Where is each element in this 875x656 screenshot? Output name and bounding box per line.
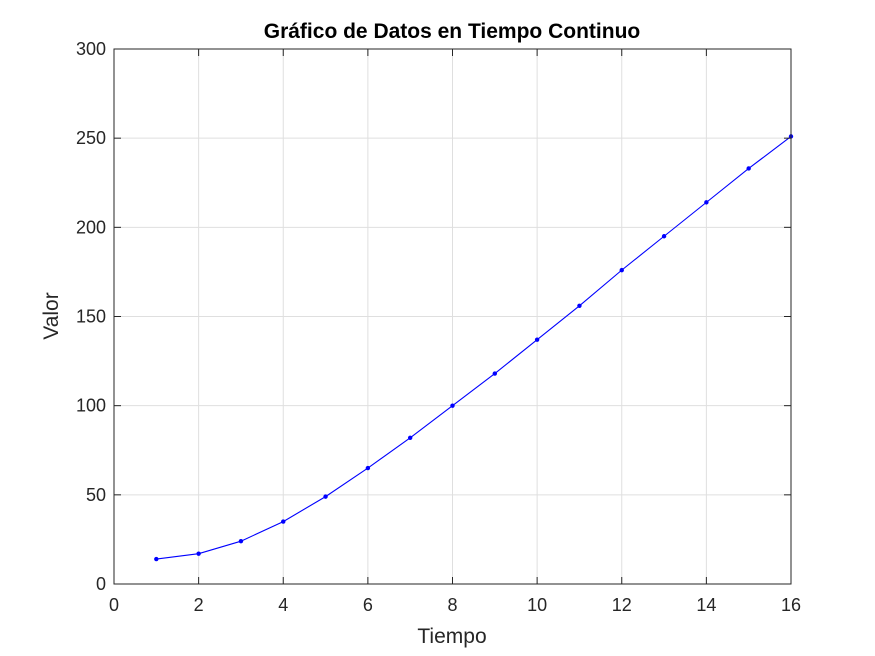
- data-point: [323, 494, 328, 499]
- x-axis: 0 2 4 6 8 10 12 14 16: [109, 49, 801, 615]
- x-tick-label: 0: [109, 595, 119, 615]
- x-tick-label: 16: [781, 595, 801, 615]
- data-point: [746, 166, 751, 171]
- x-tick-label: 4: [278, 595, 288, 615]
- x-tick-label: 8: [447, 595, 457, 615]
- data-point: [619, 267, 624, 273]
- data-point: [577, 303, 582, 308]
- data-point: [196, 551, 201, 556]
- y-axis: 0 50 100 150 200 250 300: [76, 39, 791, 594]
- y-tick-label: 150: [76, 307, 106, 327]
- data-point: [154, 556, 159, 562]
- y-tick-label: 200: [76, 217, 106, 237]
- data-point: [450, 403, 455, 408]
- y-tick-label: 250: [76, 128, 106, 148]
- series-layer: [154, 134, 794, 562]
- x-axis-label: Tiempo: [417, 625, 486, 648]
- data-point: [281, 519, 286, 524]
- x-tick-label: 2: [194, 595, 204, 615]
- y-axis-label: Valor: [40, 292, 63, 339]
- data-point: [704, 200, 709, 205]
- x-tick-label: 14: [696, 595, 716, 615]
- chart-title: Gráfico de Datos en Tiempo Continuo: [264, 20, 640, 43]
- series-line: [156, 135, 792, 560]
- data-point: [365, 465, 371, 471]
- y-tick-label: 0: [96, 574, 106, 594]
- data-point: [492, 371, 498, 376]
- x-tick-label: 12: [612, 595, 632, 615]
- x-tick-label: 10: [527, 595, 547, 615]
- x-tick-label: 6: [363, 595, 373, 615]
- data-point: [534, 337, 540, 342]
- y-tick-label: 100: [76, 396, 106, 416]
- y-tick-label: 300: [76, 39, 106, 59]
- data-point: [661, 234, 667, 239]
- data-point: [238, 539, 244, 544]
- y-tick-label: 50: [86, 485, 106, 505]
- data-point: [407, 435, 413, 440]
